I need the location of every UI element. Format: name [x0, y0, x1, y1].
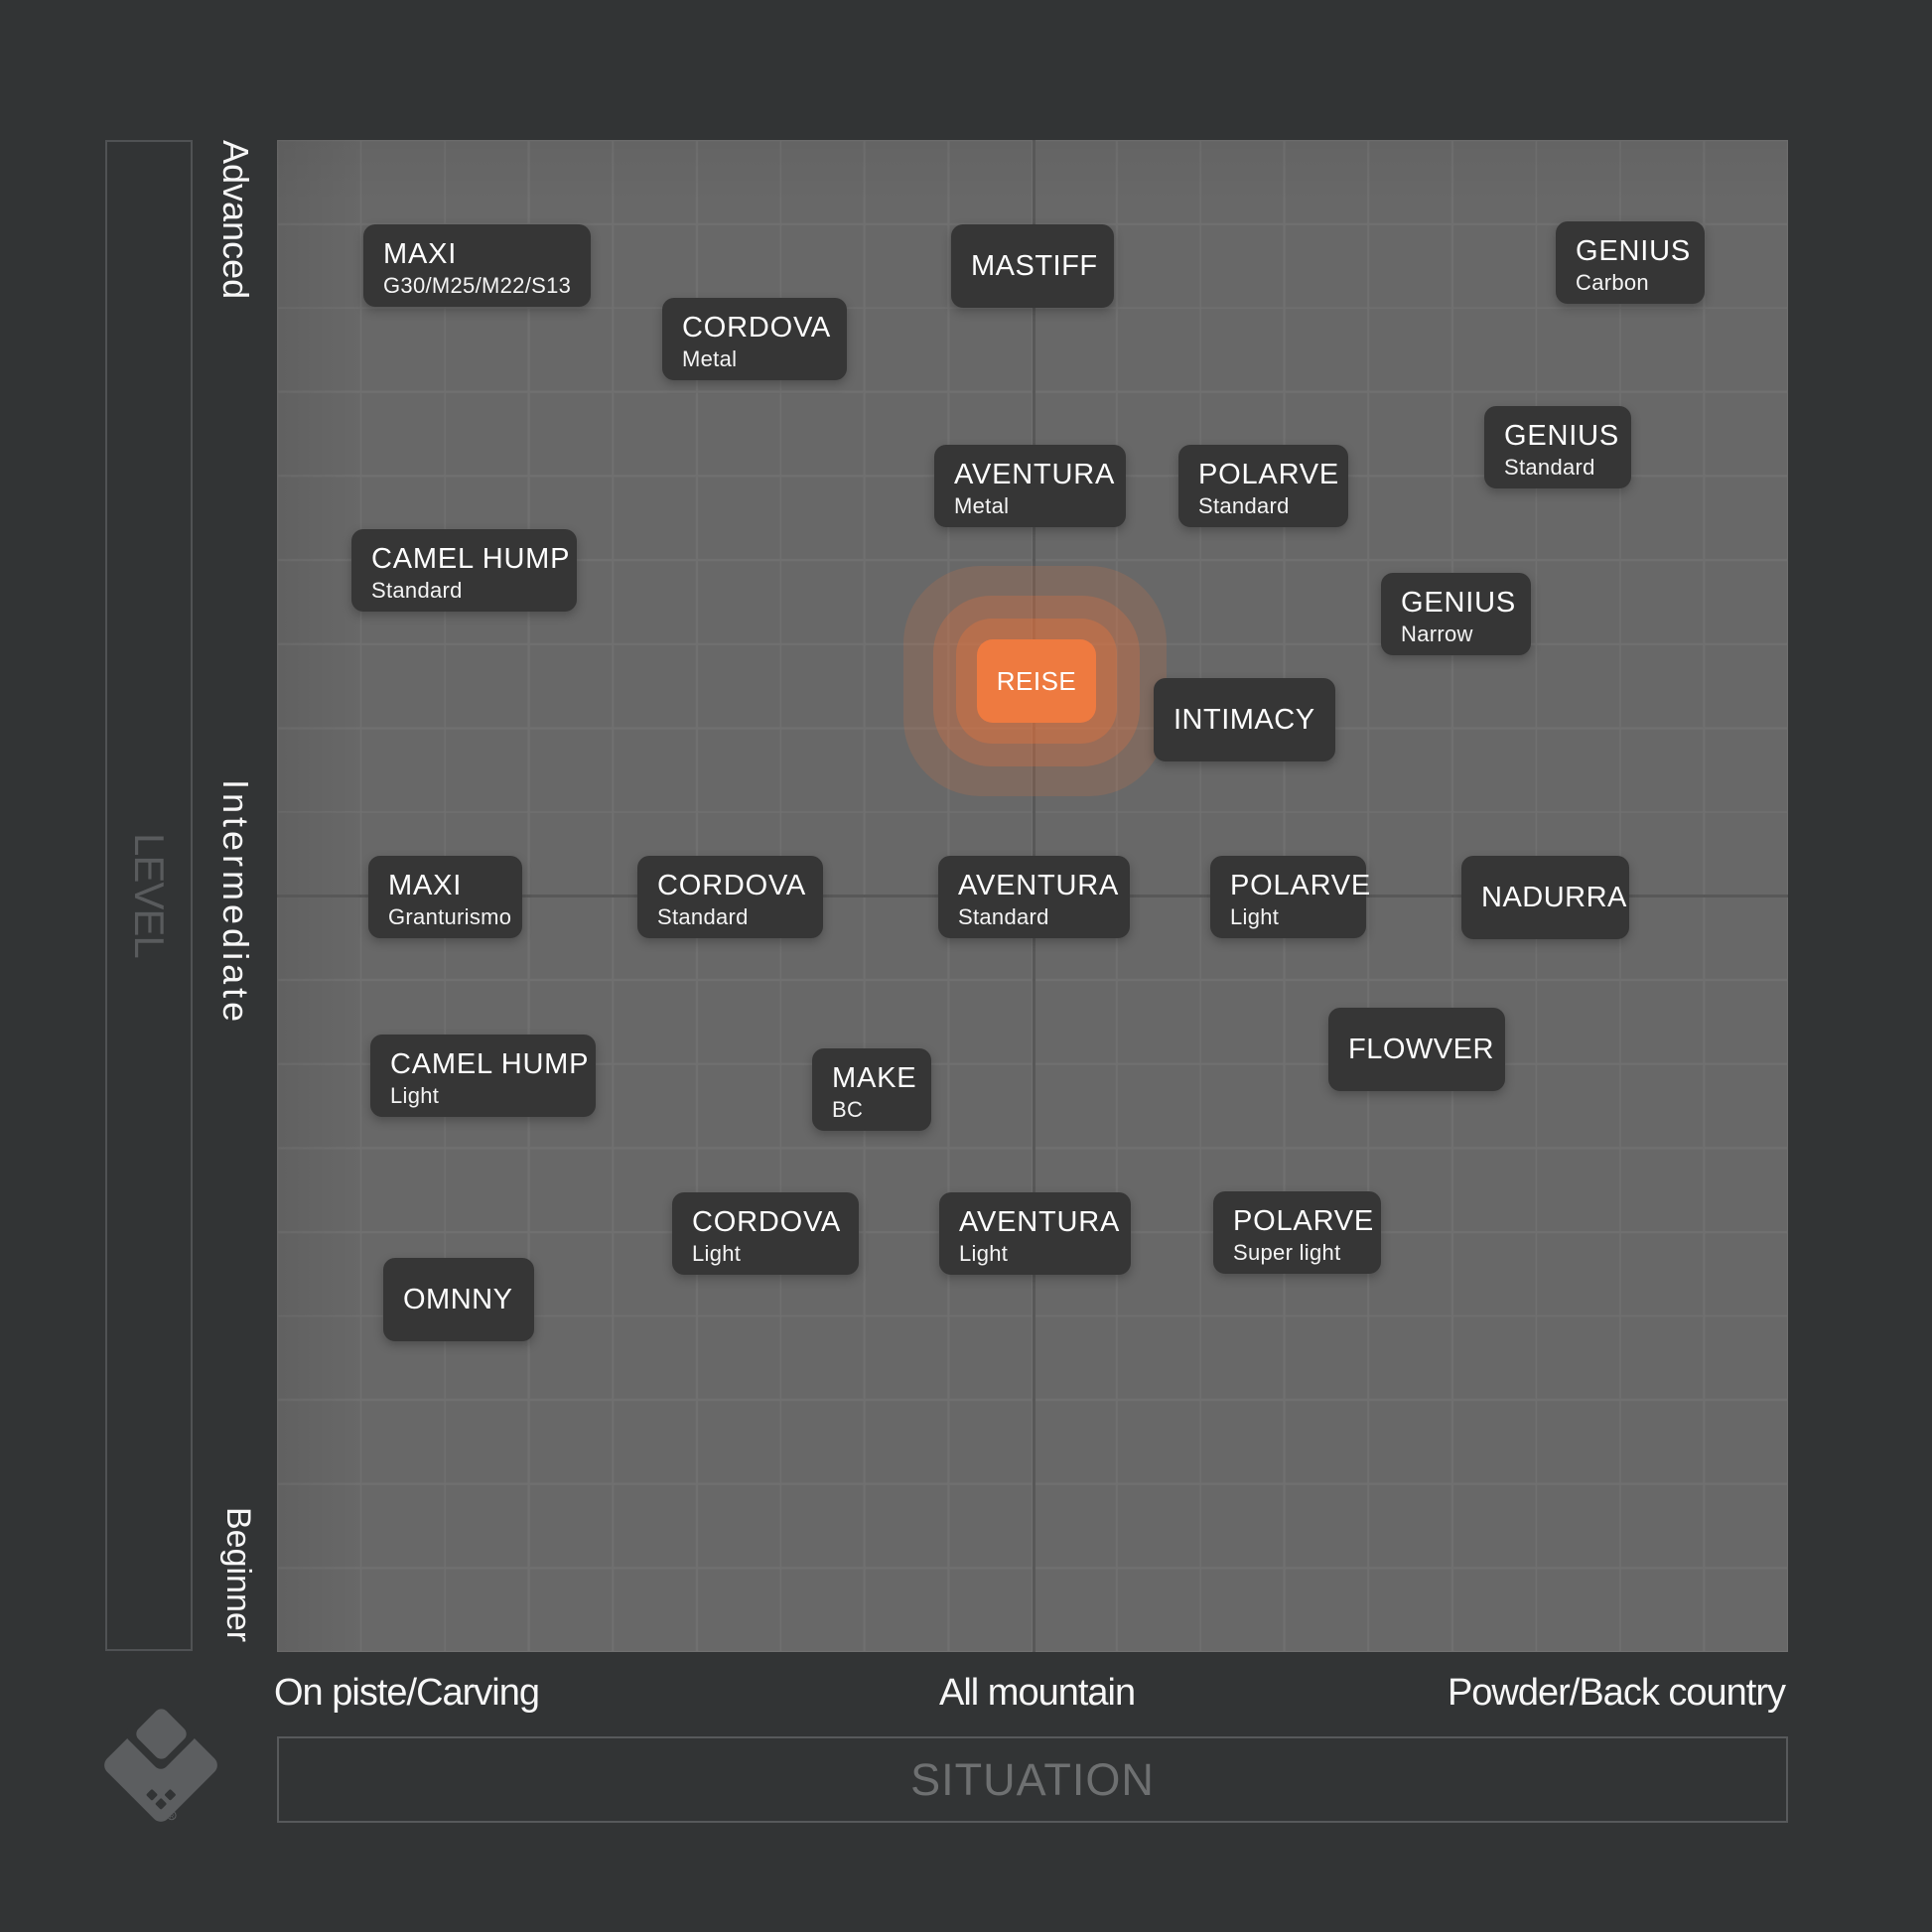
- svg-text:R: R: [170, 1813, 175, 1820]
